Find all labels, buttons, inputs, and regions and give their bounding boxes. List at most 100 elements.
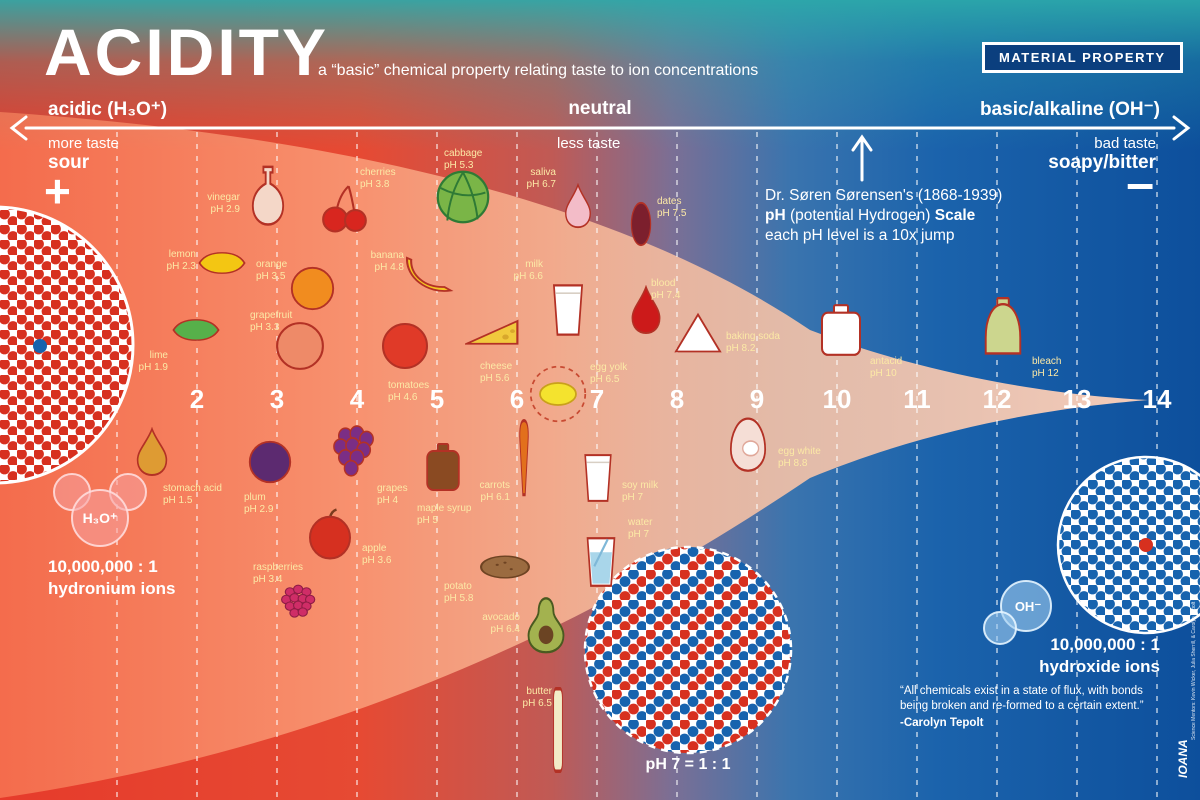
item-label-butter: butter pH 6.5 <box>522 686 552 709</box>
tomatoes-icon <box>382 323 428 369</box>
ph-number-2: 2 <box>189 384 205 414</box>
item-soy-milk <box>578 452 618 509</box>
item-label-cabbage: cabbage pH 5.3 <box>444 148 483 171</box>
item-cabbage <box>435 169 491 230</box>
lime-icon <box>172 319 220 341</box>
item-label-stomach-acid: stomach acid pH 1.5 <box>163 483 222 506</box>
subtitle: a “basic” chemical property relating tas… <box>318 62 759 79</box>
hydronium-concentration-circle <box>0 205 135 485</box>
item-baking-soda <box>674 311 722 360</box>
material-property-badge: MATERIAL PROPERTY <box>982 42 1183 73</box>
item-label-egg-white: egg white pH 8.8 <box>778 446 821 469</box>
item-label-blood: blood pH 7.4 <box>651 278 681 301</box>
item-label-lemon: lemon pH 2.3 <box>166 249 196 272</box>
item-antacid <box>816 303 866 362</box>
item-label-soy-milk: soy milk pH 7 <box>622 480 659 503</box>
item-label-milk: milk pH 6.6 <box>513 259 543 282</box>
hydroxide-molecule-icon: OH⁻ <box>983 580 1052 645</box>
plum-icon <box>248 440 292 484</box>
stomach-acid-icon <box>136 426 168 477</box>
orange-icon <box>290 266 334 310</box>
item-label-maple-syrup: maple syrup pH 5 <box>417 503 472 526</box>
item-avocado <box>523 596 569 659</box>
item-label-vinegar: vinegar pH 2.9 <box>207 192 240 215</box>
vinegar-icon <box>251 165 285 226</box>
hydroxide-molecule-label: OH⁻ <box>1015 599 1042 614</box>
soy-milk-icon <box>584 454 612 502</box>
item-lemon <box>198 246 246 285</box>
neutral-ratio-label: pH 7 = 1 : 1 <box>645 756 731 773</box>
item-label-carrots: carrots pH 6.1 <box>479 480 510 503</box>
item-label-banana: banana pH 4.8 <box>370 250 404 273</box>
butter-icon <box>553 687 563 773</box>
lemon-icon <box>198 252 246 274</box>
saliva-icon <box>565 182 591 229</box>
item-dates <box>626 201 656 252</box>
right-arrow-icon <box>1172 115 1191 141</box>
item-label-baking-soda: baking soda pH 8.2 <box>726 331 780 354</box>
item-label-raspberries: raspberries pH 3.4 <box>253 562 304 585</box>
up-arrow-icon <box>851 134 873 182</box>
avocado-icon <box>527 597 565 654</box>
item-egg-yolk <box>529 365 587 428</box>
neutral-label: neutral <box>568 98 632 119</box>
item-plum <box>247 439 293 490</box>
raspberries-icon <box>281 584 316 618</box>
sorensen-note: Dr. Søren Sørensen's (1868-1939) pH (pot… <box>765 186 1002 246</box>
sorensen-line1: Dr. Søren Sørensen's (1868-1939) <box>765 187 1003 204</box>
item-banana <box>405 250 458 299</box>
minus-sign: – <box>1126 155 1154 211</box>
item-egg-white <box>726 417 770 478</box>
quote-block: “All chemicals exist in a state of flux,… <box>900 684 1168 731</box>
item-label-egg-yolk: egg yolk pH 6.5 <box>590 362 628 385</box>
ph-number-8: 8 <box>669 384 685 414</box>
item-label-dates: dates pH 7.5 <box>657 196 687 219</box>
ph-wedge-shape <box>0 112 1148 798</box>
item-label-cherries: cherries pH 3.8 <box>360 167 396 190</box>
ph-number-10: 10 <box>822 384 852 414</box>
sorensen-line2: pH (potential Hydrogen) Scale <box>765 207 976 224</box>
item-saliva <box>561 182 595 234</box>
quote-attribution: -Carolyn Tepolt <box>900 717 984 729</box>
hydroxide-ratio-block: 10,000,000 : 1 hydroxide ions <box>1039 634 1160 678</box>
item-lime <box>172 313 220 352</box>
item-label-saliva: saliva pH 6.7 <box>526 167 556 190</box>
ph-number-12: 12 <box>982 384 1012 414</box>
soapy-bitter-label: soapy/bitter <box>1048 152 1156 173</box>
item-apple <box>305 508 355 565</box>
neutral-concentration-circle <box>583 545 793 755</box>
egg-yolk-icon <box>529 365 587 423</box>
item-butter <box>547 687 569 778</box>
item-stomach-acid <box>132 426 172 482</box>
grapes-icon <box>333 425 374 477</box>
item-cherries <box>319 182 371 239</box>
ph-number-5: 5 <box>429 384 445 414</box>
item-tomatoes <box>380 321 430 376</box>
dates-icon <box>630 201 652 247</box>
ph-number-6: 6 <box>509 384 525 414</box>
item-label-antacid: antacid pH 10 <box>870 356 903 379</box>
more-taste-label: more taste <box>48 135 119 152</box>
hydronium-label: hydronium ions <box>48 579 176 598</box>
page-title: ACIDITY <box>44 15 329 89</box>
hydronium-ratio: 10,000,000 : 1 <box>48 557 158 576</box>
item-blood <box>627 284 665 340</box>
item-label-apple: apple pH 3.6 <box>362 543 392 566</box>
antacid-icon <box>821 304 861 356</box>
ph-number-11: 11 <box>903 384 931 414</box>
item-label-water: water pH 7 <box>628 517 653 540</box>
quote-text: “All chemicals exist in a state of flux,… <box>900 685 1144 712</box>
milk-icon <box>552 284 584 336</box>
acidic-label: acidic (H₃O⁺) <box>48 99 168 120</box>
grapefruit-icon <box>276 322 324 370</box>
item-potato <box>479 549 531 590</box>
less-taste-label: less taste <box>557 135 621 152</box>
maple-syrup-icon <box>426 443 460 491</box>
carrots-icon <box>519 418 529 497</box>
bad-taste-label: bad taste <box>1094 135 1156 152</box>
item-label-potato: potato pH 5.8 <box>444 581 474 604</box>
item-maple-syrup <box>421 442 465 497</box>
blood-icon <box>631 284 661 335</box>
hydronium-ratio-block: 10,000,000 : 1 hydronium ions <box>48 556 176 600</box>
